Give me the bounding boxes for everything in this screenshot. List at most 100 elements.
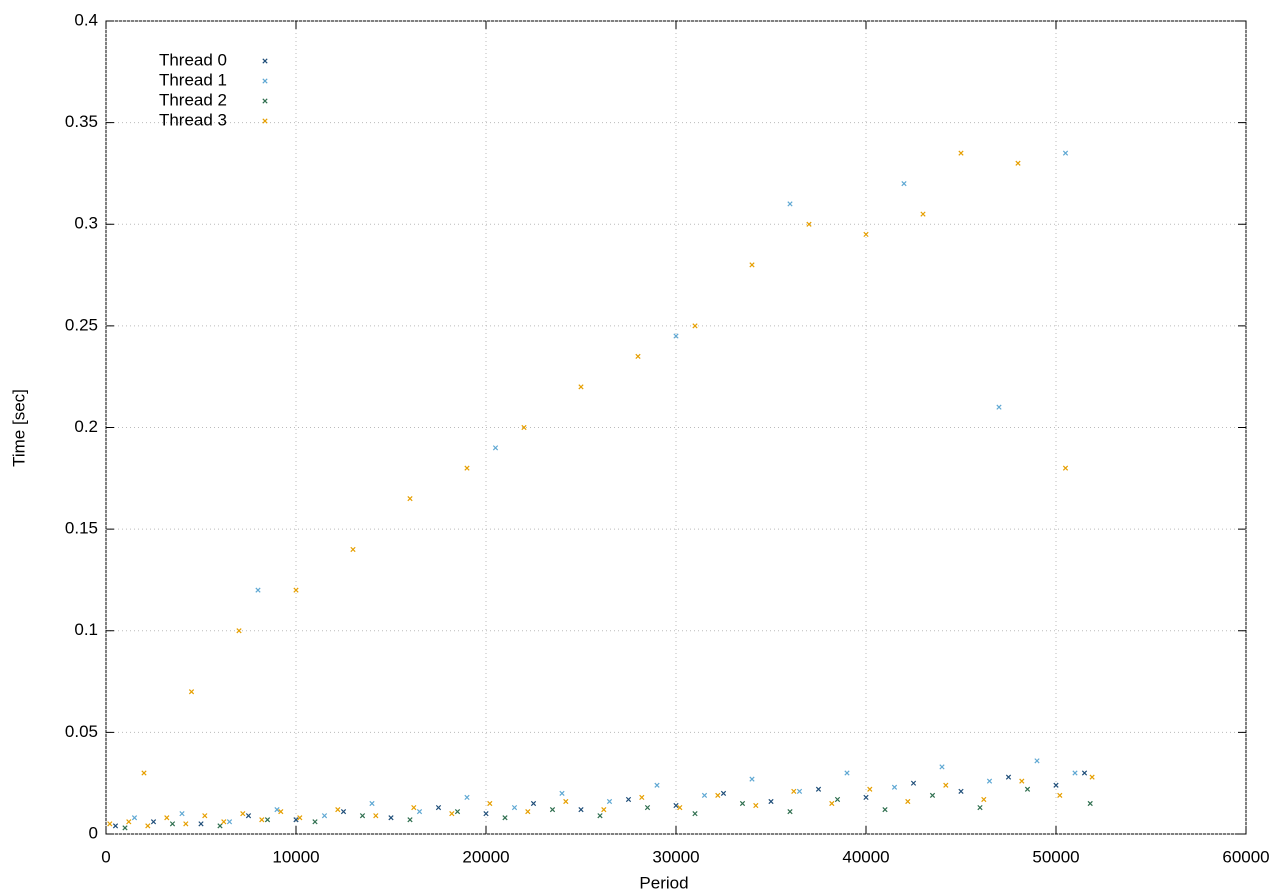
point — [715, 792, 721, 799]
point — [1053, 782, 1059, 788]
point — [487, 800, 493, 807]
point — [416, 809, 423, 815]
point — [198, 821, 204, 827]
point — [844, 770, 850, 776]
point — [1034, 758, 1040, 764]
x-tick-label: 60000 — [1222, 847, 1269, 866]
x-tick-label: 20000 — [462, 847, 509, 866]
point — [791, 788, 797, 794]
point — [407, 496, 413, 502]
point — [863, 231, 869, 238]
point — [335, 806, 341, 813]
point — [863, 794, 869, 801]
point — [1005, 774, 1012, 780]
point — [986, 778, 993, 784]
y-tick-label: 0 — [89, 823, 98, 842]
point — [739, 800, 746, 807]
point — [815, 786, 822, 792]
x-tick-label: 50000 — [1032, 847, 1079, 866]
point — [1072, 770, 1078, 776]
point — [411, 804, 417, 811]
point — [929, 792, 936, 799]
x-tick-label: 0 — [101, 847, 110, 866]
point — [910, 780, 917, 786]
point — [943, 782, 949, 788]
point — [578, 384, 584, 390]
point — [1089, 774, 1095, 780]
point — [221, 819, 227, 825]
y-tick-label: 0.4 — [74, 10, 98, 29]
y-axis-label: Time [sec] — [9, 389, 28, 467]
point — [701, 792, 708, 799]
point — [1081, 770, 1088, 776]
point — [787, 201, 793, 207]
point — [806, 221, 812, 227]
point — [692, 811, 698, 817]
point — [958, 150, 964, 156]
point — [939, 764, 945, 770]
point — [834, 796, 841, 803]
point — [753, 802, 759, 809]
point — [559, 790, 565, 796]
point — [217, 823, 223, 829]
y-tick-label: 0.25 — [65, 315, 98, 334]
point — [749, 776, 755, 782]
point — [867, 786, 873, 792]
point — [150, 819, 157, 825]
point — [1024, 786, 1031, 792]
point — [981, 796, 987, 803]
point — [829, 800, 835, 807]
point — [226, 819, 233, 825]
point — [245, 813, 252, 819]
legend-marker — [262, 98, 268, 104]
point — [202, 813, 208, 819]
point — [530, 800, 537, 807]
y-tick-label: 0.35 — [65, 112, 98, 131]
y-tick-label: 0.2 — [74, 417, 98, 436]
point — [677, 804, 683, 811]
point — [796, 788, 803, 794]
point — [350, 546, 356, 553]
point — [996, 404, 1002, 410]
legend-marker — [262, 118, 268, 124]
legend-marker — [262, 58, 268, 64]
point — [131, 815, 138, 821]
point — [549, 806, 556, 813]
point — [164, 815, 170, 821]
legend-label: Thread 0 — [159, 50, 227, 69]
point — [511, 804, 518, 811]
point — [601, 806, 607, 813]
point — [321, 813, 328, 819]
point — [464, 794, 470, 801]
point — [464, 465, 470, 471]
point — [1087, 800, 1093, 807]
point — [236, 628, 242, 634]
point — [905, 798, 911, 805]
point — [359, 813, 366, 819]
point — [901, 180, 907, 187]
point — [920, 211, 926, 217]
point — [673, 333, 679, 339]
point — [749, 262, 755, 268]
point — [654, 782, 660, 788]
point — [720, 790, 727, 796]
point — [112, 823, 119, 829]
point — [449, 811, 455, 817]
y-tick-label: 0.1 — [74, 620, 98, 639]
x-tick-label: 10000 — [272, 847, 319, 866]
point — [492, 445, 499, 451]
point — [635, 353, 641, 359]
x-axis-label: Period — [639, 873, 688, 892]
point — [183, 821, 189, 827]
point — [625, 796, 632, 803]
point — [639, 794, 645, 801]
point — [1019, 778, 1025, 784]
legend-label: Thread 1 — [159, 70, 227, 89]
point — [958, 788, 964, 794]
x-tick-label: 30000 — [652, 847, 699, 866]
point — [255, 587, 261, 593]
point — [977, 804, 983, 811]
point — [483, 811, 489, 817]
legend-label: Thread 3 — [159, 110, 227, 129]
point — [644, 804, 651, 811]
